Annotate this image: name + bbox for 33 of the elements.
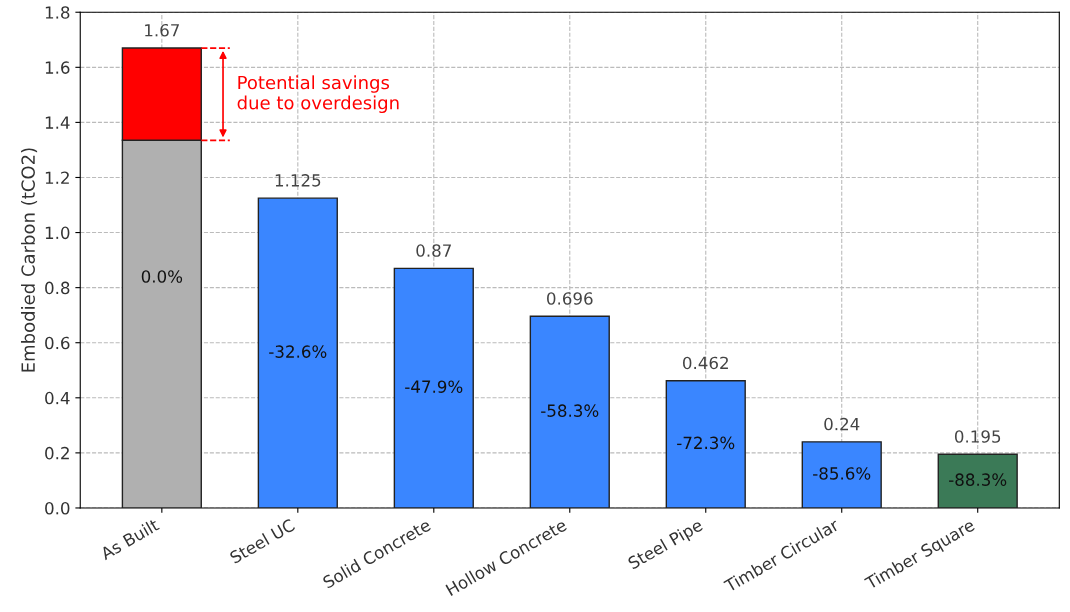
total-label: 0.24 [824, 417, 860, 431]
total-label: 0.195 [954, 430, 1001, 443]
y-tick-label: 1.0 [45, 226, 70, 240]
y-tick-label: 0.0 [45, 501, 70, 515]
total-label: 0.87 [416, 244, 451, 257]
annotation: 0.0% [141, 270, 183, 283]
total-label: 1.67 [145, 23, 179, 37]
total-label: 0.462 [683, 356, 728, 370]
bar [801, 441, 882, 508]
y-tick-label: 0.6 [45, 336, 70, 350]
annotation: -72.3% [677, 436, 735, 450]
bar [393, 267, 474, 508]
bar [257, 197, 338, 508]
y-tick-label: 1.6 [45, 61, 70, 74]
total-label: 0.696 [547, 292, 593, 305]
x-tick-label: As Built [99, 517, 160, 561]
y-tick-label: 0.4 [45, 391, 70, 405]
y-tick-label: 1.2 [45, 171, 69, 184]
y-tick-label: 0.8 [45, 281, 70, 295]
annotation: -58.3% [541, 404, 599, 417]
y-tick-label: 1.4 [45, 116, 70, 129]
y-tick-label: 1.8 [45, 6, 70, 19]
annotation: -88.3% [949, 473, 1007, 486]
annotation: Potential savings due to overdesign [237, 75, 399, 114]
y-axis-title: Embodied Carbon (tCO2) [20, 148, 38, 372]
y-tick-label: 0.2 [45, 446, 69, 460]
annotation: -85.6% [813, 467, 871, 480]
bar [529, 315, 610, 508]
total-label: 1.125 [275, 174, 321, 187]
bar [937, 453, 1018, 508]
bar [665, 380, 746, 508]
annotation: -32.6% [269, 345, 327, 358]
annotation: -47.9% [405, 380, 463, 393]
